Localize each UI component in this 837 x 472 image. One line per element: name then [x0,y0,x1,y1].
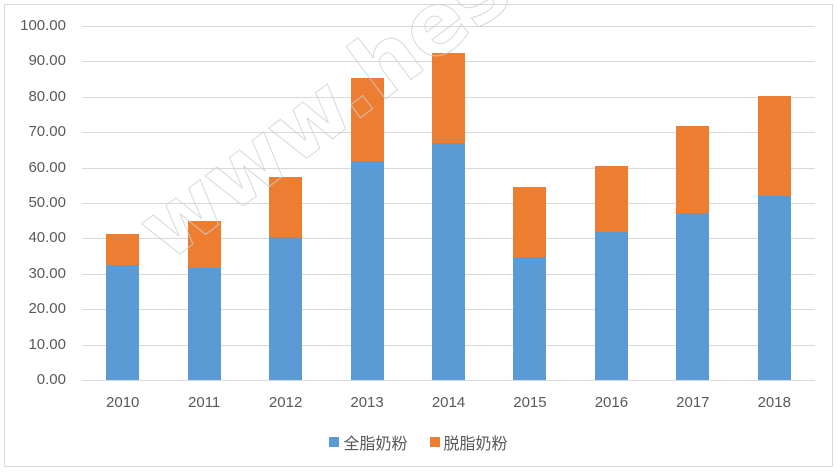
x-tick-label: 2018 [757,394,791,411]
x-tick-label: 2012 [268,394,303,411]
bar-2010 [106,234,140,380]
bar-segment-skim-milk [513,187,547,258]
y-tick-label: 50.00 [28,194,66,211]
bar-segment-skim-milk [106,234,140,265]
y-tick-label: 0.00 [36,371,66,388]
bar-2014 [432,53,465,380]
bar-2012 [269,177,303,380]
legend-swatch-icon [329,437,340,447]
bar-segment-whole-milk [676,213,710,380]
y-tick-label: 80.00 [28,87,66,105]
bar-segment-skim-milk [676,125,710,214]
y-tick-label: 40.00 [28,229,66,247]
bar-segment-whole-milk [106,264,140,380]
x-tick-label: 2014 [431,394,466,411]
bar-2018 [757,96,791,380]
bar-2011 [187,221,221,380]
x-tick-label: 2015 [513,394,547,411]
bar-2015 [513,187,547,380]
bar-segment-whole-milk [594,231,628,380]
gridline [82,26,815,27]
y-tick-label: 20.00 [28,300,66,318]
legend-swatch-icon [429,437,440,447]
legend-label: 全脂奶粉 [343,434,408,453]
bar-segment-whole-milk [513,257,547,380]
y-tick-label: 100.00 [20,17,66,34]
bar-2013 [350,78,384,380]
bar-segment-skim-milk [432,53,465,144]
legend-item: 脱脂奶粉 [429,430,508,454]
legend-label: 脱脂奶粉 [443,434,508,453]
legend-item: 全脂奶粉 [329,430,408,454]
bar-2017 [676,125,710,380]
bar-2016 [594,166,628,380]
y-tick-label: 60.00 [28,158,66,176]
plot-area [82,26,815,381]
bar-segment-whole-milk [350,160,384,380]
x-tick-label: 2011 [188,394,221,411]
bar-segment-whole-milk [432,143,465,380]
bar-segment-whole-milk [187,268,221,380]
bar-segment-whole-milk [757,195,791,380]
x-tick-label: 2017 [676,394,710,411]
bar-segment-skim-milk [187,221,221,269]
bar-segment-skim-milk [757,96,791,196]
legend: 全脂奶粉 脱脂奶粉 [0,430,837,454]
bar-segment-skim-milk [269,177,303,238]
bar-segment-whole-milk [269,237,303,380]
x-tick-label: 2016 [594,394,629,411]
x-tick-label: 2013 [350,394,384,411]
bar-segment-skim-milk [594,166,628,232]
y-tick-label: 10.00 [28,335,66,353]
bar-segment-skim-milk [350,78,384,161]
y-tick-label: 70.00 [28,123,66,141]
y-tick-label: 90.00 [28,52,66,70]
y-tick-label: 30.00 [28,264,66,282]
x-tick-label: 2010 [106,394,140,411]
gridline [82,380,815,381]
